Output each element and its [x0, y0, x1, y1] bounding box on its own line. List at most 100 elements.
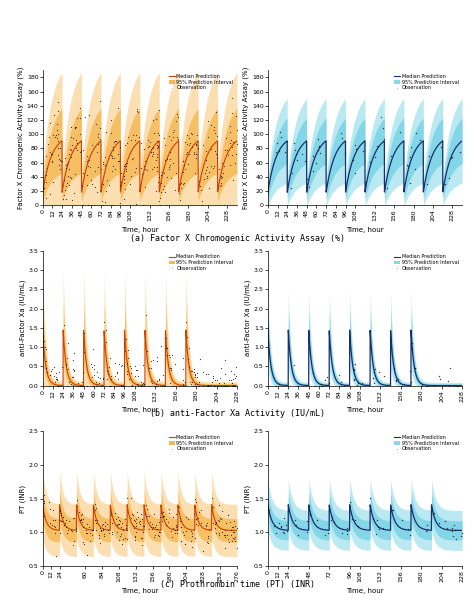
Point	[132, 514, 140, 524]
Point	[149, 378, 156, 388]
Point	[140, 144, 148, 154]
Point	[203, 537, 211, 547]
Point	[189, 381, 196, 390]
Point	[151, 129, 158, 138]
Point	[188, 142, 195, 152]
Point	[228, 378, 236, 387]
Point	[52, 551, 60, 561]
Point	[120, 194, 128, 204]
Point	[54, 381, 62, 390]
Point	[200, 174, 208, 184]
Point	[396, 127, 403, 137]
Point	[80, 328, 88, 338]
Point	[55, 381, 63, 390]
Point	[88, 362, 96, 371]
Point	[408, 338, 416, 348]
Point	[157, 341, 164, 351]
Point	[92, 381, 100, 390]
Point	[108, 154, 116, 163]
Y-axis label: Factor X Chromogenic Activity Assay (%): Factor X Chromogenic Activity Assay (%)	[243, 67, 249, 209]
Point	[70, 366, 78, 376]
Point	[78, 517, 86, 526]
Point	[120, 381, 128, 390]
Point	[337, 377, 345, 387]
Point	[220, 530, 228, 540]
Point	[406, 152, 414, 162]
Point	[205, 381, 212, 390]
Point	[67, 132, 75, 142]
Point	[62, 522, 70, 532]
Point	[168, 532, 175, 542]
Point	[123, 166, 130, 176]
Point	[310, 151, 317, 161]
Point	[446, 364, 454, 373]
Point	[72, 123, 79, 133]
Point	[164, 517, 172, 527]
Point	[179, 179, 186, 188]
Point	[65, 164, 73, 174]
Point	[58, 516, 65, 526]
Point	[128, 381, 135, 390]
Point	[88, 140, 96, 150]
Point	[335, 370, 343, 379]
Point	[78, 377, 86, 387]
Point	[138, 381, 146, 390]
Point	[87, 175, 95, 185]
Point	[438, 143, 445, 152]
Point	[103, 367, 111, 376]
Point	[202, 368, 210, 378]
Point	[144, 381, 151, 390]
Point	[99, 179, 107, 188]
Point	[137, 381, 145, 390]
Point	[133, 507, 141, 517]
Point	[167, 173, 174, 183]
Point	[109, 143, 117, 152]
Point	[208, 161, 215, 171]
Point	[194, 520, 201, 530]
Point	[424, 179, 431, 188]
Point	[140, 381, 148, 390]
Point	[124, 138, 131, 148]
Point	[211, 523, 219, 533]
Point	[230, 534, 238, 544]
Point	[149, 523, 156, 532]
Point	[220, 200, 228, 210]
Point	[424, 161, 432, 171]
Point	[272, 147, 280, 157]
Point	[179, 364, 187, 373]
Point	[188, 366, 196, 376]
Point	[184, 514, 192, 524]
Point	[219, 168, 227, 178]
Point	[114, 375, 121, 384]
Legend: Median Prediction, 95% Prediction Interval, Observation: Median Prediction, 95% Prediction Interv…	[393, 253, 460, 272]
Point	[161, 511, 168, 521]
Point	[92, 377, 100, 387]
Point	[227, 160, 234, 170]
Point	[105, 381, 113, 390]
Point	[161, 168, 168, 177]
Point	[177, 536, 185, 546]
Point	[313, 515, 321, 525]
Point	[157, 170, 165, 180]
Point	[131, 535, 139, 545]
Point	[46, 518, 54, 528]
Point	[215, 530, 222, 540]
Point	[317, 148, 324, 158]
Point	[227, 531, 235, 540]
Point	[206, 381, 213, 390]
Point	[137, 377, 145, 387]
Point	[155, 375, 163, 384]
Point	[181, 164, 189, 174]
Point	[131, 516, 138, 526]
Point	[76, 147, 84, 157]
Point	[112, 136, 120, 146]
Point	[96, 523, 104, 532]
Point	[83, 151, 91, 161]
Point	[277, 521, 284, 531]
Point	[55, 97, 62, 107]
Point	[344, 523, 351, 533]
Point	[48, 156, 55, 166]
Point	[215, 528, 222, 538]
Point	[228, 536, 236, 546]
Point	[138, 540, 146, 550]
